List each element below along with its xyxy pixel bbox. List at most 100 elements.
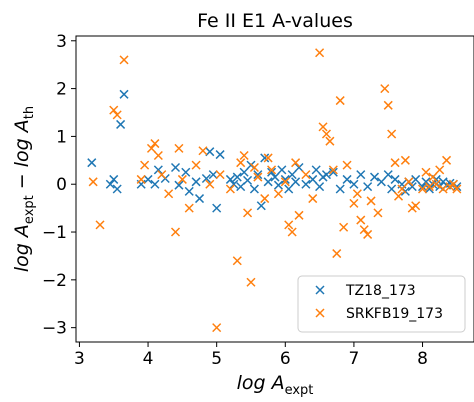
y-tick-label: −2 — [42, 271, 67, 291]
data-point — [356, 170, 366, 180]
data-point — [349, 198, 359, 208]
data-point — [424, 182, 434, 192]
data-point — [356, 215, 366, 225]
data-point — [328, 165, 338, 175]
data-point — [332, 249, 342, 259]
data-point — [315, 48, 325, 58]
data-point — [112, 184, 122, 194]
data-point — [212, 203, 222, 213]
data-point — [174, 180, 184, 190]
data-point — [260, 194, 270, 204]
data-point — [112, 110, 122, 120]
data-point — [397, 184, 407, 194]
data-point — [215, 170, 225, 180]
data-point — [438, 184, 448, 194]
data-point — [174, 143, 184, 153]
data-point — [373, 208, 383, 218]
legend-x-icon — [315, 308, 325, 318]
data-point — [291, 158, 301, 168]
legend-box — [297, 275, 466, 333]
data-point — [431, 179, 441, 189]
data-point — [349, 179, 359, 189]
data-point — [225, 184, 235, 194]
data-point — [428, 172, 438, 182]
data-point — [87, 158, 97, 168]
data-point — [184, 203, 194, 213]
data-point — [153, 165, 163, 175]
data-point — [366, 196, 376, 206]
data-point — [198, 146, 208, 156]
data-point — [284, 220, 294, 230]
data-point — [325, 136, 335, 146]
data-point — [116, 119, 126, 129]
data-point — [321, 170, 331, 180]
data-point — [393, 191, 404, 201]
data-point — [208, 170, 218, 180]
data-point — [342, 174, 352, 184]
data-point — [411, 201, 421, 211]
data-point — [109, 105, 119, 115]
data-point — [280, 177, 290, 187]
data-point — [284, 184, 294, 194]
x-tick-label: 5 — [211, 349, 222, 369]
data-point — [315, 182, 325, 192]
data-point — [363, 182, 373, 192]
data-point — [225, 174, 235, 184]
data-point — [263, 153, 273, 163]
data-point — [119, 55, 129, 65]
data-point — [291, 177, 301, 187]
data-point — [170, 227, 181, 237]
data-point — [339, 222, 349, 232]
data-point — [376, 177, 386, 187]
data-point — [164, 189, 174, 199]
data-point — [243, 208, 253, 218]
data-point — [212, 323, 222, 333]
data-point — [119, 89, 129, 99]
data-point — [246, 277, 256, 287]
data-point — [249, 184, 259, 194]
data-point — [239, 151, 249, 161]
data-point — [270, 172, 280, 182]
x-tick-label: 8 — [417, 349, 428, 369]
chart-title: Fe II E1 A-values — [197, 10, 353, 32]
plot-area — [87, 48, 462, 333]
data-point — [318, 122, 328, 132]
data-point — [249, 162, 259, 173]
x-tick-label: 3 — [74, 349, 85, 369]
data-point — [232, 172, 242, 182]
data-point — [143, 174, 153, 184]
data-point — [105, 179, 115, 189]
data-point — [109, 174, 119, 184]
data-point — [407, 182, 417, 192]
data-point — [253, 170, 263, 180]
data-point — [421, 167, 431, 177]
data-point — [263, 177, 273, 187]
legend-marker-srkfb19 — [315, 308, 325, 318]
data-point — [150, 139, 160, 149]
data-point — [387, 129, 397, 139]
data-point — [421, 177, 431, 187]
data-point — [229, 179, 239, 189]
data-point — [267, 167, 277, 177]
data-point — [321, 129, 331, 139]
data-point — [390, 158, 400, 168]
legend-marker-tz18 — [315, 285, 325, 295]
data-point — [95, 220, 105, 230]
data-point — [342, 160, 352, 170]
y-tick-label: −3 — [42, 319, 67, 339]
data-point — [146, 143, 157, 153]
data-point — [260, 153, 270, 163]
data-point — [191, 160, 201, 170]
data-point — [205, 179, 215, 189]
data-point — [363, 229, 373, 239]
data-point — [232, 256, 242, 266]
data-point — [418, 182, 428, 192]
x-tick-label: 7 — [348, 349, 359, 369]
data-point — [359, 225, 369, 235]
data-point — [380, 84, 390, 94]
data-point — [287, 227, 297, 237]
y-tick-label: 3 — [56, 32, 67, 52]
data-point — [287, 170, 297, 180]
y-tick-label: 2 — [56, 80, 67, 100]
data-point — [194, 194, 205, 204]
